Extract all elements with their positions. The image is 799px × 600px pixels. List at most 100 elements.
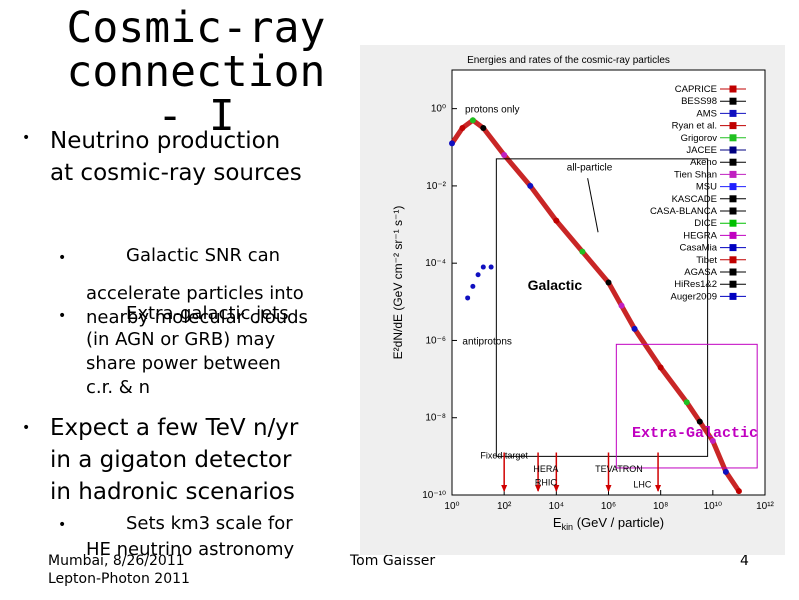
sub-bullet-2-line-c: c.r. & n — [86, 377, 150, 398]
sub-bullet-dot: • — [58, 250, 67, 266]
chart-title: Energies and rates of the cosmic-ray par… — [467, 55, 670, 66]
spectrum-point — [527, 182, 534, 189]
spectrum-point — [459, 124, 466, 131]
legend-label: Akeno — [690, 157, 717, 168]
legend-marker — [729, 244, 737, 252]
spectrum-point — [618, 302, 625, 309]
spectrum-point — [735, 488, 742, 495]
bullet-2-line-1: Expect a few TeV n/yr — [50, 415, 299, 441]
footer-conference: Lepton-Photon 2011 — [48, 571, 190, 587]
antiprotons-label: antiprotons — [462, 336, 511, 347]
rhic-label: RHIC — [535, 478, 557, 488]
title-line-2: connection - I — [66, 47, 326, 141]
bullet-2-line-3: in hadronic scenarios — [50, 479, 295, 505]
sub-bullet-1-line-a: accelerate particles into — [86, 283, 304, 304]
antiproton-point — [470, 283, 476, 289]
y-tick-label: 10⁻⁶ — [425, 335, 446, 346]
sub-bullet-2-body: (in AGN or GRB) may share power between … — [86, 328, 281, 400]
cosmic-ray-spectrum-figure: Energies and rates of the cosmic-ray par… — [360, 45, 785, 555]
x-tick-label: 10¹² — [756, 501, 774, 512]
legend-marker — [729, 158, 737, 166]
legend-marker — [729, 97, 737, 105]
antiproton-point — [465, 295, 471, 301]
fixed-target-label: Fixed target — [480, 450, 528, 460]
legend-label: CASA-BLANCA — [650, 206, 718, 217]
bullet-1: Neutrino production at cosmic-ray source… — [50, 125, 302, 189]
lhc-label: LHC — [633, 480, 652, 490]
legend-label: Ryan et al. — [672, 121, 717, 132]
legend-label: AMS — [696, 108, 717, 119]
sub-bullet-1-body: accelerate particles into nearby molecul… — [86, 282, 308, 330]
legend-marker — [729, 280, 737, 288]
legend-marker — [729, 207, 737, 215]
spectrum-point — [501, 152, 508, 158]
tevatron-label: TEVATRON — [595, 464, 643, 474]
sub-bullet-3-title: Sets km3 scale for — [126, 513, 293, 534]
sub-bullet-2-line-a: (in AGN or GRB) may — [86, 329, 276, 350]
title-line-1: Cosmic-ray — [66, 3, 326, 53]
slide-title: Cosmic-ray connection - I — [46, 6, 346, 138]
spectrum-point — [605, 279, 612, 286]
collider-arrowhead — [655, 485, 662, 492]
spectrum-point — [553, 217, 560, 224]
legend-marker — [729, 292, 737, 300]
footer-date: Mumbai, 8/26/2011 — [48, 553, 185, 569]
legend-marker — [729, 134, 737, 142]
x-axis-label: Ekin (GeV / particle) — [553, 515, 664, 532]
x-tick-label: 10⁰ — [444, 501, 459, 512]
sub-bullet-2-title: Extra-galactic jets — [126, 303, 289, 324]
extragalactic-region-box — [615, 343, 758, 469]
sub-bullet-2-line-b: share power between — [86, 353, 281, 374]
spectrum-point — [709, 437, 716, 444]
y-axis-label: E²dN/dE (GeV cm⁻² sr⁻¹ s⁻¹) — [391, 206, 405, 360]
bullet-dot: • — [22, 420, 31, 436]
spectrum-point — [683, 399, 690, 406]
y-tick-label: 10⁻⁸ — [425, 413, 446, 424]
legend-marker — [729, 268, 737, 276]
bullet-2-line-2: in a gigaton detector — [50, 447, 292, 473]
legend-label: Tibet — [696, 255, 717, 266]
all-particle-label: all-particle — [567, 162, 613, 173]
legend-label: BESS98 — [681, 96, 717, 107]
spectrum-point — [469, 117, 476, 124]
protons-only-label: protons only — [465, 105, 519, 116]
legend-marker — [729, 256, 737, 264]
spectrum-point — [579, 248, 586, 255]
legend-label: HiRes1&2 — [674, 279, 717, 290]
legend-label: HEGRA — [683, 230, 717, 241]
spectrum-point — [696, 418, 703, 425]
bullet-1-line-1: Neutrino production — [50, 128, 281, 154]
x-tick-label: 10¹⁰ — [704, 501, 722, 512]
legend-label: Auger2009 — [671, 291, 717, 302]
legend-marker — [729, 85, 737, 93]
legend-label: Grigorov — [681, 133, 718, 144]
sub-bullet-1-title: Galactic SNR can — [126, 245, 281, 266]
x-tick-label: 10² — [497, 501, 512, 512]
collider-arrowhead — [553, 485, 560, 492]
legend-marker — [729, 183, 737, 191]
bullet-dot: • — [22, 130, 31, 146]
bullet-2: Expect a few TeV n/yr in a gigaton detec… — [50, 412, 298, 508]
extragalactic-label: Extra-Galactic — [632, 425, 758, 442]
legend-marker — [729, 109, 737, 117]
spectrum-chart: Energies and rates of the cosmic-ray par… — [391, 55, 775, 532]
legend-label: KASCADE — [672, 194, 717, 205]
legend-marker — [729, 146, 737, 154]
y-tick-label: 10⁻² — [426, 181, 446, 192]
collider-arrowhead — [605, 485, 612, 492]
spectrum-point — [480, 124, 487, 131]
y-tick-label: 10⁻¹⁰ — [422, 490, 446, 501]
y-tick-label: 10⁻⁴ — [425, 258, 446, 269]
legend-label: AGASA — [684, 267, 717, 278]
legend-marker — [729, 170, 737, 178]
legend-label: Tien Shan — [674, 169, 717, 180]
legend-marker — [729, 122, 737, 130]
antiproton-point — [475, 272, 481, 278]
legend-marker — [729, 195, 737, 203]
footer-left: Mumbai, 8/26/2011 Lepton-Photon 2011 — [48, 552, 190, 588]
legend-marker — [729, 231, 737, 239]
bullet-1-line-2: at cosmic-ray sources — [50, 160, 302, 186]
footer-author: Tom Gaisser — [350, 553, 436, 569]
collider-arrowhead — [501, 485, 508, 492]
legend-marker — [729, 219, 737, 227]
